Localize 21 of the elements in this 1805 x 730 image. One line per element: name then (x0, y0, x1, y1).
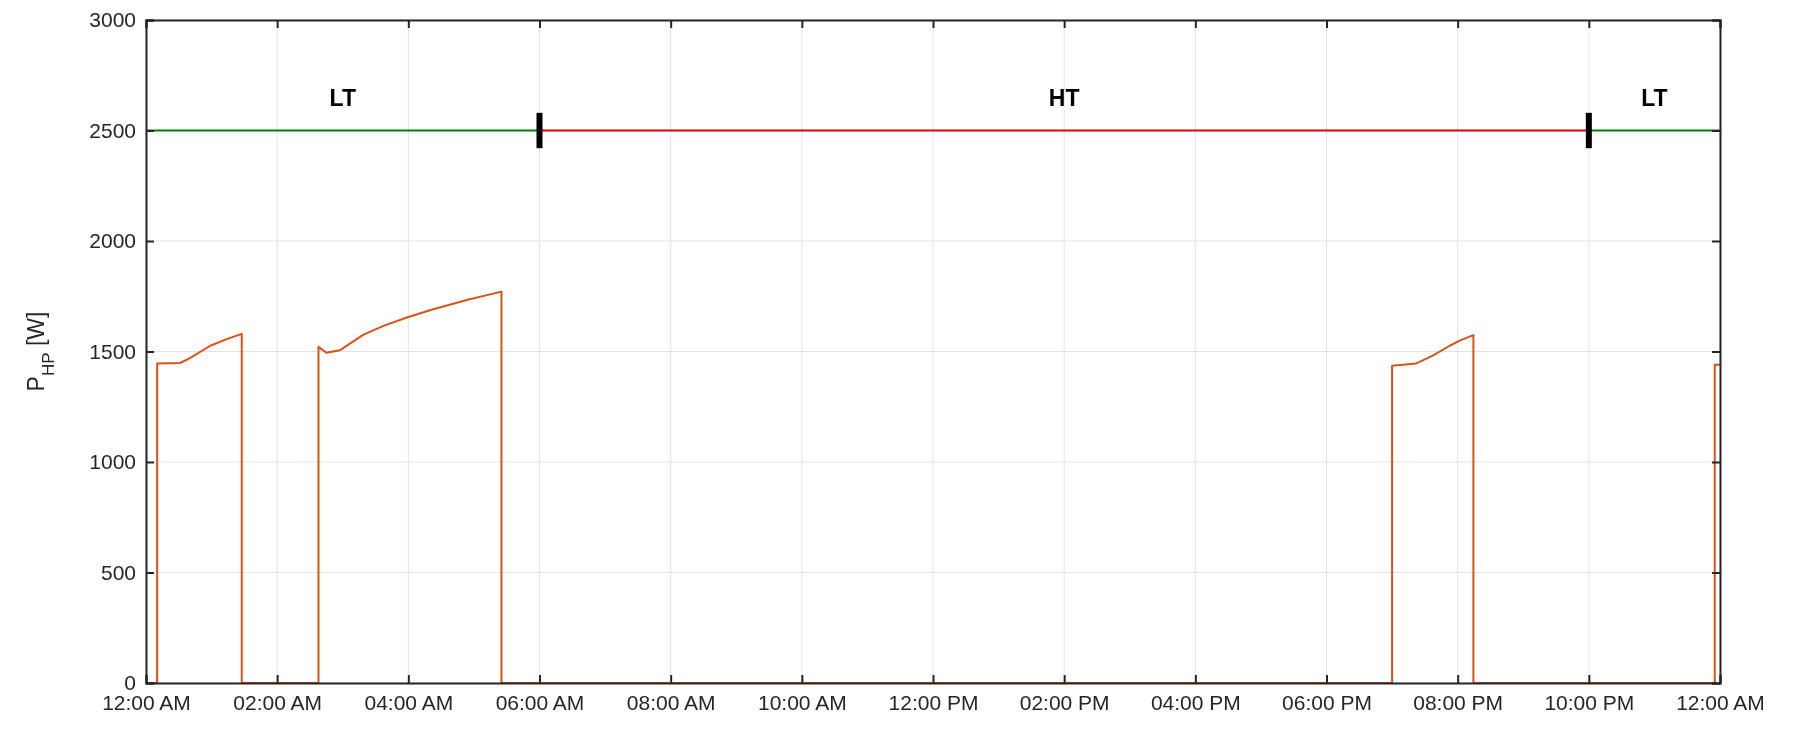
x-tick-label: 04:00 PM (1150, 690, 1241, 714)
x-tick-label: 06:00 AM (495, 690, 585, 714)
x-tick-label: 06:00 PM (1282, 690, 1372, 714)
y-tick-label: 3000 (89, 8, 136, 32)
x-tick-label: 02:00 PM (1019, 690, 1110, 714)
x-tick-label: 10:00 AM (757, 690, 847, 714)
y-tick-label: 500 (100, 560, 136, 584)
annotation: LT (1641, 84, 1668, 111)
x-tick-label: 10:00 PM (1544, 690, 1635, 714)
y-tick-label: 2500 (89, 118, 136, 142)
annotation: HT (1048, 84, 1080, 111)
y-tick-label: 2000 (89, 229, 136, 253)
x-tick-label: 12:00 AM (1676, 690, 1765, 714)
x-tick-label: 08:00 AM (626, 690, 716, 714)
x-tick-label: 04:00 AM (364, 690, 454, 714)
annotation: LT (329, 84, 356, 111)
x-tick-label: 02:00 AM (233, 690, 323, 714)
x-tick-label: 12:00 PM (888, 690, 979, 714)
y-tick-label: 1000 (89, 450, 136, 474)
y-tick-label: 1500 (89, 339, 136, 363)
x-tick-label: 08:00 PM (1413, 690, 1504, 714)
